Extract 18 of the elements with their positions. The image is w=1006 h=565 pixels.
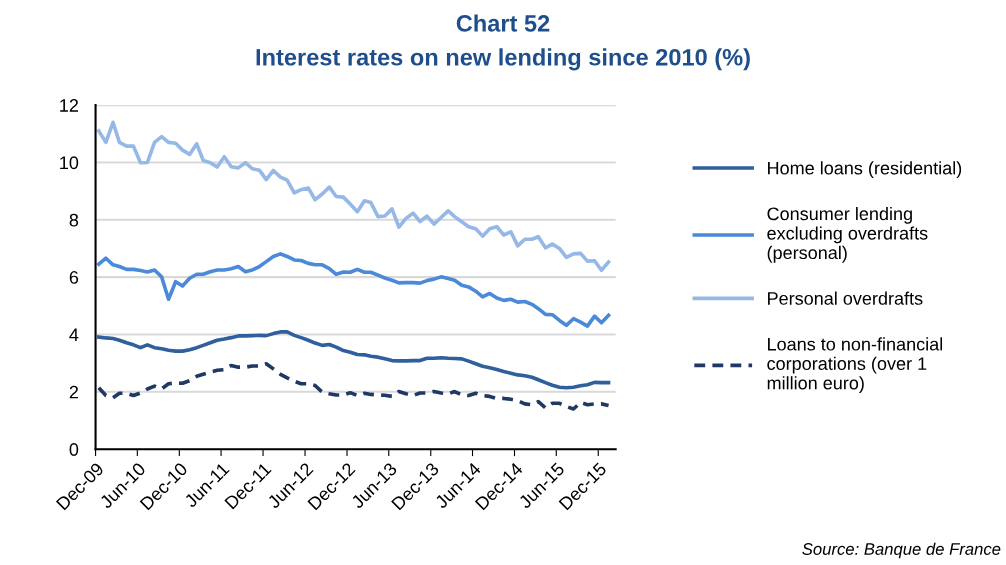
line-series: [96, 252, 611, 328]
chart-title: Chart 52: [456, 14, 550, 32]
y-tick-label: 0: [69, 443, 79, 456]
y-tick-label: 4: [69, 328, 79, 342]
line-series: [96, 361, 611, 411]
legend-label: Loans to non-financial corporations (over 1 million euro): [767, 337, 943, 394]
y-tick-label: 10: [60, 156, 79, 170]
source-note: Source: Banque de France: [802, 542, 1001, 559]
legend-label: Home loans (residential): [768, 161, 962, 179]
y-tick-label: 8: [69, 213, 79, 227]
chart-subtitle: Interest rates on new lending since 2010 (%): [256, 48, 750, 71]
y-tick-label: 12: [60, 99, 78, 112]
line-series: [96, 330, 611, 390]
y-tick-label: 2: [69, 385, 78, 399]
line-series: [96, 120, 611, 273]
legend-label: Personal overdrafts: [768, 291, 923, 305]
legend-label: Consumer lending excluding overdrafts (personal): [767, 206, 928, 263]
y-tick-label: 6: [69, 271, 79, 284]
